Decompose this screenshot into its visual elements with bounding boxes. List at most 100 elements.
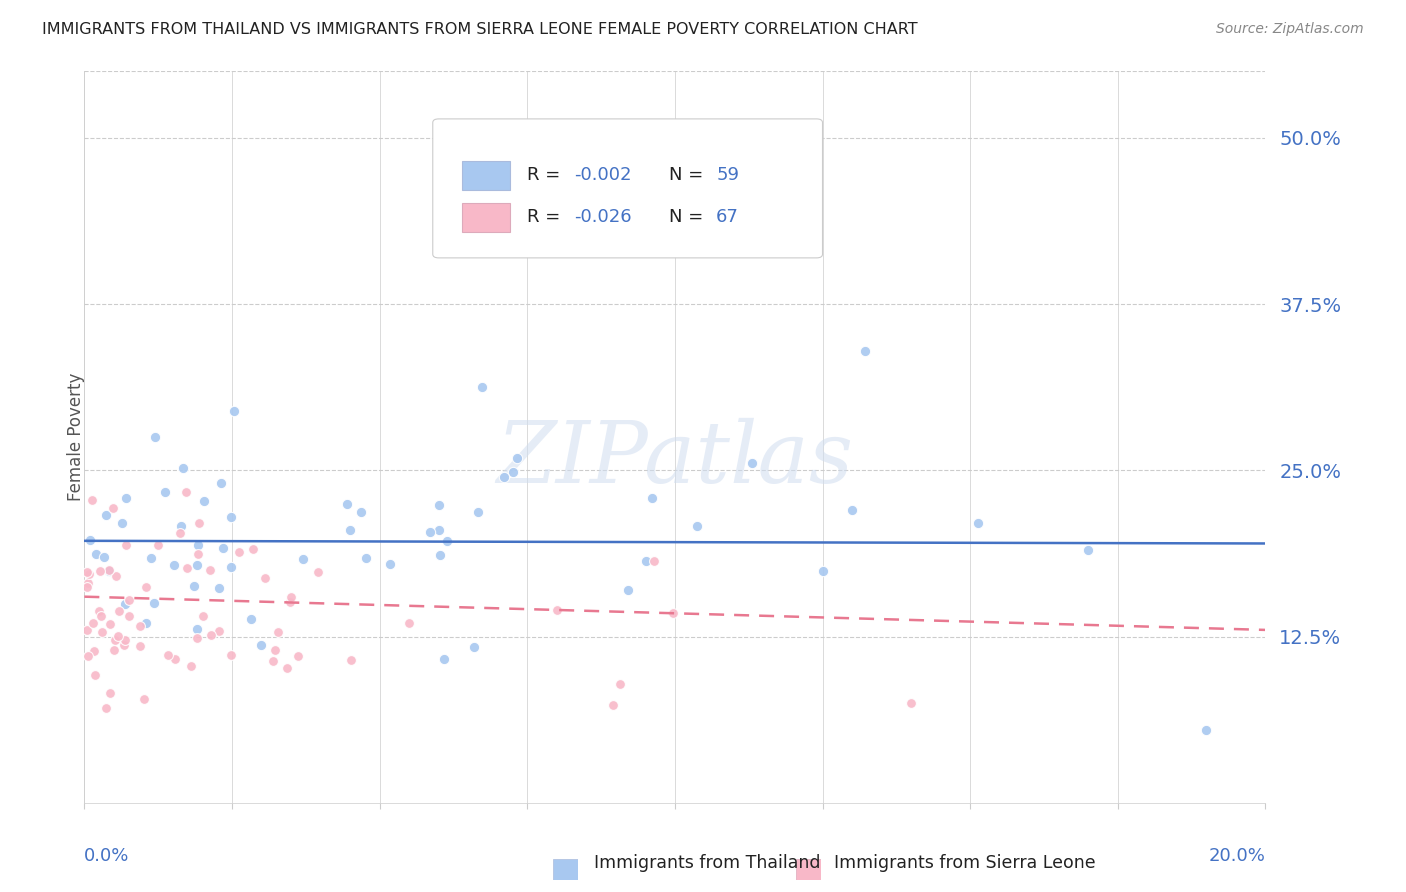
Point	[112, 638, 135, 652]
Point	[307, 565, 329, 579]
Point	[1077, 543, 1099, 558]
Point	[475, 184, 498, 198]
Point	[617, 583, 640, 598]
Point	[169, 519, 191, 533]
Point	[132, 692, 155, 706]
Point	[83, 644, 105, 658]
Text: -0.026: -0.026	[575, 209, 633, 227]
Point	[146, 538, 169, 552]
Point	[336, 497, 359, 511]
Point	[219, 510, 242, 524]
Point	[287, 648, 309, 663]
Point	[546, 603, 568, 617]
Point	[339, 524, 361, 538]
Point	[76, 565, 98, 579]
Text: IMMIGRANTS FROM THAILAND VS IMMIGRANTS FROM SIERRA LEONE FEMALE POVERTY CORRELAT: IMMIGRANTS FROM THAILAND VS IMMIGRANTS F…	[42, 22, 918, 37]
Point	[967, 516, 990, 531]
Point	[264, 643, 287, 657]
Point	[280, 590, 302, 604]
Point	[200, 563, 222, 577]
Point	[79, 533, 101, 548]
Point	[262, 654, 284, 668]
Point	[471, 380, 494, 394]
Point	[398, 616, 420, 631]
Point	[1195, 723, 1218, 737]
FancyBboxPatch shape	[433, 119, 823, 258]
Point	[169, 526, 191, 541]
Point	[841, 503, 863, 517]
Point	[97, 565, 120, 579]
Point	[176, 561, 198, 575]
Point	[142, 596, 165, 610]
Point	[254, 571, 277, 585]
Point	[419, 524, 441, 539]
Point	[186, 622, 208, 636]
Point	[174, 484, 197, 499]
Point	[219, 559, 242, 574]
Point	[129, 639, 152, 653]
Point	[429, 549, 451, 563]
Point	[180, 659, 202, 673]
Point	[267, 625, 290, 640]
Point	[76, 623, 98, 637]
Point	[219, 648, 242, 662]
Point	[111, 516, 134, 531]
Point	[107, 629, 129, 643]
Point	[87, 604, 110, 618]
Point	[98, 617, 121, 632]
Point	[813, 564, 835, 578]
Point	[661, 607, 683, 621]
Text: 20.0%: 20.0%	[1209, 847, 1265, 864]
Text: R =: R =	[527, 166, 567, 185]
Point	[98, 686, 121, 700]
Point	[153, 484, 176, 499]
Point	[741, 456, 763, 470]
Text: R =: R =	[527, 209, 567, 227]
Point	[183, 579, 205, 593]
Point	[135, 580, 157, 594]
Point	[107, 604, 129, 618]
Point	[165, 652, 187, 666]
Point	[83, 667, 105, 681]
Point	[90, 608, 112, 623]
Point	[162, 558, 184, 573]
Point	[94, 701, 117, 715]
Point	[900, 696, 922, 710]
Point	[187, 538, 209, 552]
Point	[463, 640, 485, 654]
Point	[118, 593, 141, 607]
Point	[82, 616, 104, 631]
Point	[191, 609, 214, 624]
Point	[101, 500, 124, 515]
Point	[292, 552, 315, 566]
Point	[187, 547, 209, 561]
Point	[91, 625, 114, 640]
Point	[76, 649, 98, 664]
Text: -0.002: -0.002	[575, 166, 631, 185]
Point	[77, 576, 100, 591]
FancyBboxPatch shape	[463, 161, 509, 190]
Point	[77, 566, 100, 581]
Point	[242, 542, 264, 557]
Point	[93, 550, 115, 565]
Text: N =: N =	[669, 209, 709, 227]
Point	[350, 504, 373, 518]
Point	[82, 492, 104, 507]
Point	[104, 633, 127, 648]
Point	[641, 491, 664, 505]
Text: 59: 59	[716, 166, 740, 185]
Point	[86, 547, 108, 561]
Point	[609, 677, 631, 691]
Point	[76, 580, 98, 594]
Point	[208, 581, 231, 595]
Point	[188, 516, 211, 531]
Text: Immigrants from Sierra Leone: Immigrants from Sierra Leone	[823, 855, 1095, 872]
Point	[602, 698, 624, 712]
Point	[114, 598, 136, 612]
Point	[103, 643, 125, 657]
Point	[853, 343, 876, 358]
Point	[129, 619, 152, 633]
FancyBboxPatch shape	[463, 202, 509, 232]
Point	[118, 609, 141, 624]
Point	[172, 461, 194, 475]
